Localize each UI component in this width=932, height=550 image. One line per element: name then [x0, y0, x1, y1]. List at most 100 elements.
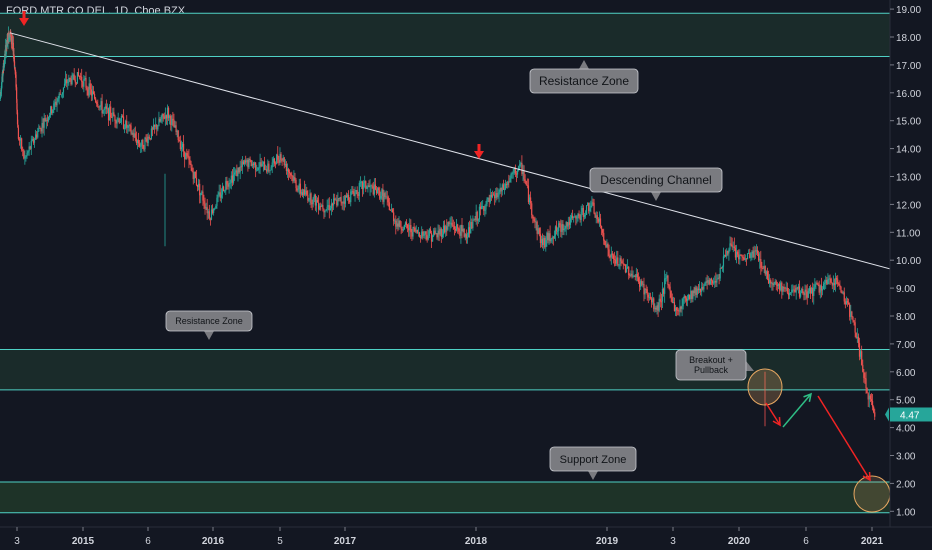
candle-body [241, 161, 243, 167]
candle-body [534, 221, 536, 223]
candle-body [90, 89, 92, 96]
candle-body [264, 169, 267, 171]
candle-body [655, 307, 657, 310]
candle-body [375, 189, 378, 194]
candle-body [863, 371, 865, 378]
candle-body [279, 154, 281, 163]
candle-body [759, 259, 761, 261]
candle-body [584, 214, 587, 216]
projection-arrow-down-1-head [772, 416, 781, 427]
candle-body [87, 89, 89, 96]
candle-body [605, 244, 607, 247]
candle-body [143, 148, 145, 150]
candle-body [704, 282, 706, 286]
candle-body [349, 200, 351, 203]
candle-body [613, 259, 616, 260]
x-tick-label: 2019 [596, 536, 619, 547]
candle-body [101, 101, 103, 114]
candle-body [321, 205, 323, 207]
candle-body [68, 78, 70, 83]
candle-body [152, 124, 155, 130]
candle-body [312, 197, 314, 205]
candle-body [802, 288, 804, 293]
candle-body [137, 140, 140, 144]
candle-body [592, 202, 594, 204]
candle-body [806, 291, 808, 298]
candle-body [147, 136, 149, 144]
candle-body [455, 224, 458, 231]
candle-body [814, 284, 816, 288]
candle-body [22, 149, 24, 151]
candle-body [163, 116, 165, 119]
candle-body [527, 185, 530, 203]
candle-body [268, 163, 270, 171]
candle-body [283, 157, 285, 166]
candle-body [0, 87, 3, 91]
candle-body [708, 280, 710, 285]
candle-body [643, 283, 645, 295]
candle-body [200, 192, 202, 196]
candle-body [581, 207, 583, 212]
candle-body [622, 263, 624, 265]
candle-body [15, 74, 17, 87]
candle-body [416, 230, 418, 233]
annotations: Resistance Zone Descending Channel Resista… [19, 11, 891, 513]
candle-body [496, 193, 498, 197]
candle-body [278, 159, 280, 163]
candle-body [524, 179, 526, 181]
candle-body [819, 285, 821, 293]
candle-body [690, 290, 692, 300]
candle-body [516, 170, 519, 175]
candle-body [761, 267, 763, 269]
candle-body [745, 258, 748, 260]
candle-body [714, 280, 716, 283]
label-resistance-top-pointer [579, 60, 589, 69]
candle-body [772, 283, 774, 286]
candle-body [317, 202, 320, 210]
candle-body [281, 159, 283, 161]
candle-body [844, 301, 846, 305]
candle-body [477, 219, 479, 221]
candle-body [304, 189, 306, 195]
candle-body [160, 118, 162, 122]
candle-body [208, 211, 210, 219]
candle-body [589, 208, 591, 212]
candle-body [813, 287, 815, 296]
candle-body [460, 225, 462, 236]
candle-body [512, 172, 514, 174]
candle-body [866, 388, 868, 394]
target-circle [853, 475, 891, 513]
candle-body [817, 283, 819, 285]
candle-body [842, 292, 844, 294]
candle-body [296, 188, 298, 191]
candle-body [142, 139, 144, 149]
candle-body [378, 188, 380, 191]
candle-body [698, 288, 701, 291]
candle-body [859, 351, 862, 357]
candle-body [295, 179, 297, 189]
candle-body [518, 166, 520, 171]
candle-body [405, 222, 408, 225]
candle-body [345, 195, 348, 198]
candle-body [797, 286, 799, 289]
candle-body [62, 87, 65, 93]
projection-arrow-down-1 [765, 402, 781, 426]
candle-body [16, 112, 19, 125]
candle-body [420, 236, 422, 238]
candle-body [631, 273, 633, 277]
candle-body [659, 298, 661, 302]
candle-body [532, 215, 534, 219]
candle-body [220, 194, 222, 198]
candle-body [748, 253, 750, 254]
candle-body [314, 194, 316, 206]
candle-body [438, 230, 440, 235]
candle-body [174, 125, 176, 128]
candle-body [657, 305, 659, 311]
label-descending-channel-text: Descending Channel [600, 173, 711, 187]
candle-body [695, 287, 697, 295]
candle-body [598, 218, 601, 222]
candle-body [624, 264, 627, 273]
candle-body [187, 155, 189, 157]
candle-body [766, 271, 769, 279]
